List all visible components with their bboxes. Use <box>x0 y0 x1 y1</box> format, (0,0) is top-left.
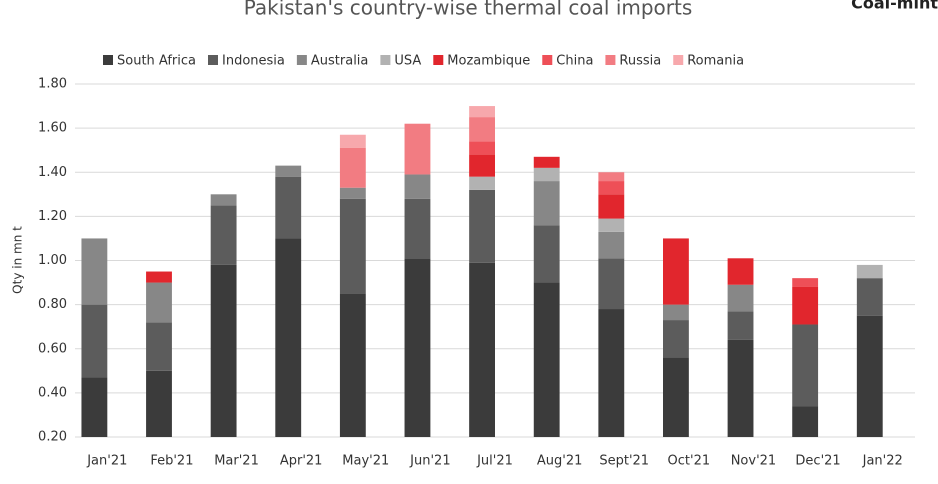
legend-label: Indonesia <box>222 54 285 69</box>
bar-segment <box>598 181 625 195</box>
bar-segment <box>404 174 431 199</box>
bar-segment <box>663 357 689 437</box>
bar-segment <box>792 324 819 407</box>
legend-swatch <box>433 55 444 65</box>
bar-segment <box>663 238 689 305</box>
bar-segment <box>146 322 172 371</box>
y-tick-label: 1.00 <box>38 253 67 268</box>
bar-segment <box>598 218 625 232</box>
bar-segment <box>856 315 883 437</box>
bar-segment <box>210 264 237 437</box>
legend-label: China <box>556 54 593 69</box>
legend-label: Mozambique <box>447 54 530 69</box>
bar-segment <box>663 320 689 358</box>
bar-segment <box>469 154 495 177</box>
bar-segment <box>339 198 366 294</box>
bar-segment <box>275 165 302 177</box>
y-tick-label: 0.80 <box>38 297 67 312</box>
bar-segment <box>339 147 366 188</box>
bar-segment <box>598 194 625 219</box>
bar-segment <box>598 231 625 259</box>
legend-label: Romania <box>687 54 744 69</box>
y-tick-label: 1.20 <box>38 209 67 224</box>
x-tick-label: Jan'22 <box>862 454 903 469</box>
bar-segment <box>146 370 172 437</box>
bar-segment <box>404 258 431 437</box>
legend-swatch <box>542 55 553 65</box>
legend-label: USA <box>394 54 421 69</box>
bar-segment <box>533 282 560 437</box>
x-tick-label: Jan'21 <box>86 454 127 469</box>
bar-segment <box>469 106 495 118</box>
bar-segment <box>469 141 495 155</box>
bar-segment <box>598 258 625 310</box>
y-tick-label: 0.20 <box>38 430 67 445</box>
legend-label: South Africa <box>117 54 196 69</box>
bar-segment <box>469 117 495 142</box>
x-tick-label: Apr'21 <box>280 454 323 469</box>
legend-swatch <box>103 55 113 65</box>
x-tick-label: Oct'21 <box>668 454 711 469</box>
bar-segment <box>727 284 754 312</box>
bar-segment <box>275 238 302 437</box>
legend-swatch <box>380 55 391 65</box>
bar-segment <box>533 225 560 283</box>
legend-swatch <box>208 55 218 65</box>
bar-segment <box>533 181 560 226</box>
bar-segment <box>663 304 689 321</box>
x-tick-label: Nov'21 <box>731 454 777 469</box>
bar-segment <box>469 262 495 437</box>
x-tick-label: Jul'21 <box>476 454 513 469</box>
x-tick-label: Jun'21 <box>409 454 450 469</box>
bar-segment <box>146 271 172 283</box>
bar-segment <box>727 339 754 437</box>
bar-segment <box>404 198 431 259</box>
bar-segment <box>792 286 819 325</box>
x-tick-label: Feb'21 <box>150 454 193 469</box>
bar-segment <box>146 282 172 323</box>
bar-segment <box>727 311 754 340</box>
y-tick-label: 0.60 <box>38 341 67 356</box>
legend-label: Russia <box>619 54 661 69</box>
bar-segment <box>792 406 819 437</box>
bar-segment <box>469 189 495 263</box>
bar-segment <box>533 156 560 168</box>
bar-segment <box>275 176 302 239</box>
y-tick-label: 0.40 <box>38 385 67 400</box>
bar-segment <box>727 258 754 285</box>
bar-segment <box>210 194 237 206</box>
y-tick-label: 1.60 <box>38 121 67 136</box>
legend-swatch <box>673 55 684 65</box>
bar-segment <box>210 205 237 265</box>
bar-segment <box>339 187 366 199</box>
bar-segment <box>856 278 883 316</box>
x-tick-label: May'21 <box>342 454 389 469</box>
bar-segment <box>404 123 431 175</box>
legend-label: Australia <box>311 54 369 69</box>
bar-segment <box>598 309 625 437</box>
brand: Coal-mint <box>851 0 938 13</box>
legend-swatch <box>605 55 616 65</box>
bar-segment <box>81 238 108 305</box>
y-axis-label: Qty in mn t <box>11 226 25 294</box>
bar-segment <box>792 278 819 287</box>
bar-segment <box>339 293 366 437</box>
bar-segment <box>856 264 883 279</box>
y-tick-label: 1.80 <box>38 77 67 92</box>
bar-segment <box>81 377 108 437</box>
x-tick-label: Mar'21 <box>214 454 259 469</box>
bar-segment <box>598 172 625 182</box>
chart-title: Pakistan's country-wise thermal coal imp… <box>244 0 693 20</box>
x-tick-label: Dec'21 <box>795 454 840 469</box>
y-tick-label: 1.40 <box>38 165 67 180</box>
bar-segment <box>469 176 495 190</box>
bar-segment <box>339 134 366 148</box>
x-tick-label: Aug'21 <box>537 454 583 469</box>
bar-segment <box>533 167 560 182</box>
x-tick-label: Sept'21 <box>599 454 649 469</box>
bar-segment <box>81 304 108 378</box>
legend-swatch <box>296 55 307 65</box>
